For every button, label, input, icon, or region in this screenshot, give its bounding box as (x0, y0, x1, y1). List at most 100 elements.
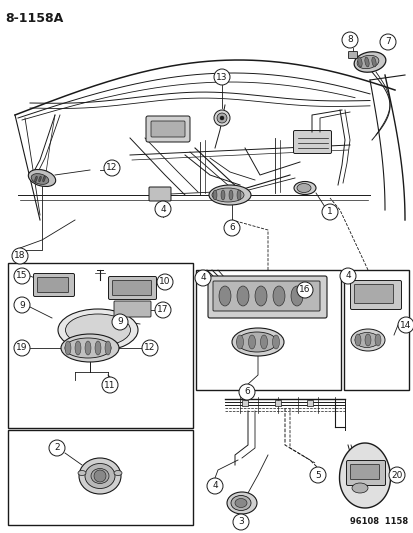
Ellipse shape (296, 183, 310, 192)
Circle shape (206, 478, 223, 494)
Ellipse shape (371, 57, 375, 67)
Circle shape (296, 282, 312, 298)
Circle shape (223, 220, 240, 236)
Polygon shape (339, 443, 389, 508)
Text: 2: 2 (54, 443, 59, 453)
Ellipse shape (248, 335, 255, 349)
Ellipse shape (95, 341, 101, 355)
Ellipse shape (236, 332, 276, 352)
Ellipse shape (39, 176, 41, 182)
FancyBboxPatch shape (33, 273, 74, 296)
Text: 11: 11 (104, 381, 116, 390)
Circle shape (238, 384, 254, 400)
FancyBboxPatch shape (212, 281, 319, 311)
Ellipse shape (353, 52, 385, 72)
Bar (343, 270, 408, 390)
Circle shape (94, 470, 106, 482)
Text: 8-1158A: 8-1158A (5, 12, 63, 25)
Ellipse shape (230, 496, 250, 511)
Text: 5: 5 (314, 471, 320, 480)
Ellipse shape (236, 286, 248, 306)
Bar (195, 270, 340, 390)
FancyBboxPatch shape (350, 280, 401, 310)
Text: 10: 10 (159, 278, 170, 287)
Ellipse shape (221, 190, 224, 200)
Circle shape (12, 248, 28, 264)
Ellipse shape (212, 190, 216, 200)
Bar (306, 400, 312, 406)
Circle shape (14, 297, 30, 313)
Circle shape (216, 113, 226, 123)
Circle shape (214, 110, 230, 126)
Circle shape (233, 514, 248, 530)
Ellipse shape (272, 286, 284, 306)
Ellipse shape (35, 176, 37, 182)
Ellipse shape (374, 334, 380, 346)
Ellipse shape (65, 341, 71, 355)
Text: 6: 6 (228, 223, 234, 232)
FancyBboxPatch shape (112, 280, 151, 295)
Ellipse shape (28, 169, 55, 187)
Ellipse shape (75, 341, 81, 355)
Ellipse shape (58, 309, 138, 351)
Ellipse shape (236, 335, 243, 349)
Ellipse shape (209, 185, 250, 205)
Text: 12: 12 (106, 164, 117, 173)
Bar (8, 263, 192, 428)
Circle shape (154, 302, 171, 318)
Text: 7: 7 (384, 37, 390, 46)
Text: 4: 4 (160, 205, 166, 214)
Circle shape (102, 377, 118, 393)
Ellipse shape (78, 471, 86, 475)
Ellipse shape (293, 182, 315, 195)
Ellipse shape (364, 57, 368, 67)
Circle shape (339, 268, 355, 284)
Circle shape (214, 69, 230, 85)
Ellipse shape (351, 483, 367, 493)
Circle shape (112, 314, 128, 330)
Circle shape (219, 116, 223, 120)
FancyBboxPatch shape (114, 301, 151, 317)
Ellipse shape (211, 188, 243, 202)
Ellipse shape (218, 286, 230, 306)
Text: 15: 15 (16, 271, 28, 280)
FancyBboxPatch shape (151, 121, 185, 137)
Circle shape (157, 274, 173, 290)
FancyBboxPatch shape (354, 285, 392, 303)
Ellipse shape (260, 335, 267, 349)
Ellipse shape (61, 334, 119, 362)
Text: 19: 19 (16, 343, 28, 352)
Ellipse shape (105, 341, 111, 355)
Ellipse shape (85, 464, 115, 489)
FancyBboxPatch shape (350, 464, 379, 480)
Ellipse shape (364, 334, 370, 346)
Ellipse shape (354, 334, 360, 346)
Text: 4: 4 (200, 273, 205, 282)
Ellipse shape (91, 469, 109, 483)
Ellipse shape (65, 338, 111, 358)
Text: 9: 9 (19, 301, 25, 310)
Text: 1: 1 (326, 207, 332, 216)
Circle shape (104, 160, 120, 176)
Bar (274, 400, 280, 406)
Ellipse shape (226, 492, 256, 514)
Text: 18: 18 (14, 252, 26, 261)
Ellipse shape (79, 458, 121, 494)
FancyBboxPatch shape (293, 131, 331, 154)
Circle shape (49, 440, 65, 456)
FancyBboxPatch shape (149, 187, 171, 201)
Ellipse shape (85, 341, 91, 355)
FancyBboxPatch shape (108, 277, 156, 300)
Circle shape (379, 34, 395, 50)
FancyBboxPatch shape (146, 116, 190, 142)
Circle shape (321, 204, 337, 220)
Text: 96108  1158: 96108 1158 (349, 517, 407, 526)
Circle shape (195, 270, 211, 286)
FancyBboxPatch shape (348, 52, 357, 59)
Bar (242, 400, 247, 406)
Ellipse shape (350, 329, 384, 351)
Circle shape (388, 467, 404, 483)
Text: 17: 17 (157, 305, 169, 314)
Ellipse shape (235, 498, 247, 507)
Ellipse shape (228, 190, 233, 200)
